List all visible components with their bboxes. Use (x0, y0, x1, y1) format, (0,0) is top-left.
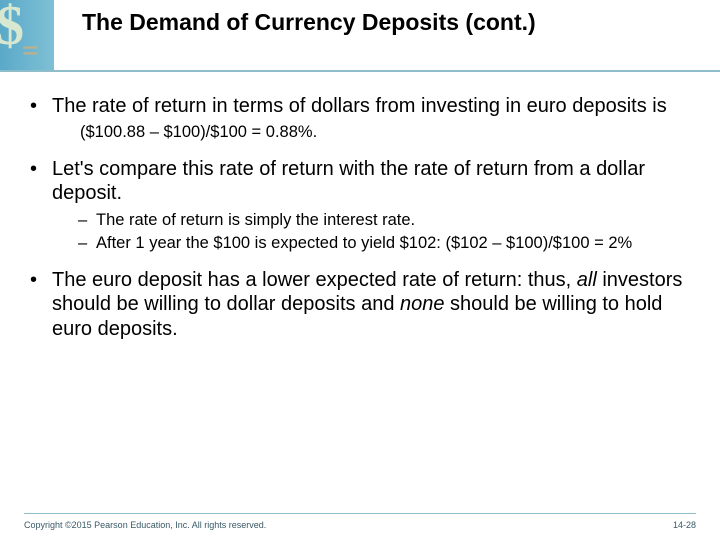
bullet-3-ital1: all (577, 269, 597, 291)
bullet-2: Let's compare this rate of return with t… (24, 157, 696, 254)
bullet-2-text: Let's compare this rate of return with t… (52, 158, 645, 204)
bullet-3-ital2: none (400, 293, 445, 315)
bullet-1-text: The rate of return in terms of dollars f… (52, 95, 667, 117)
bullet-2-dash-1: The rate of return is simply the interes… (52, 210, 696, 231)
equals-glyph: = (22, 34, 39, 68)
slide-icon: $ = (0, 0, 54, 72)
bullet-3: The euro deposit has a lower expected ra… (24, 268, 696, 341)
bullet-2-dash-2: After 1 year the $100 is expected to yie… (52, 233, 696, 254)
dollar-glyph: $ (0, 0, 24, 58)
footer: Copyright ©2015 Pearson Education, Inc. … (24, 513, 696, 530)
header-underline (0, 70, 720, 72)
bullet-1: The rate of return in terms of dollars f… (24, 94, 696, 143)
header-band: $ = The Demand of Currency Deposits (con… (0, 0, 720, 72)
slide-content: The rate of return in terms of dollars f… (24, 94, 696, 355)
copyright-text: Copyright ©2015 Pearson Education, Inc. … (24, 520, 266, 530)
bullet-1-sub: ($100.88 – $100)/$100 = 0.88%. (52, 122, 696, 143)
page-number: 14-28 (673, 520, 696, 530)
bullet-3-pre: The euro deposit has a lower expected ra… (52, 269, 577, 291)
slide-title: The Demand of Currency Deposits (cont.) (82, 8, 682, 37)
